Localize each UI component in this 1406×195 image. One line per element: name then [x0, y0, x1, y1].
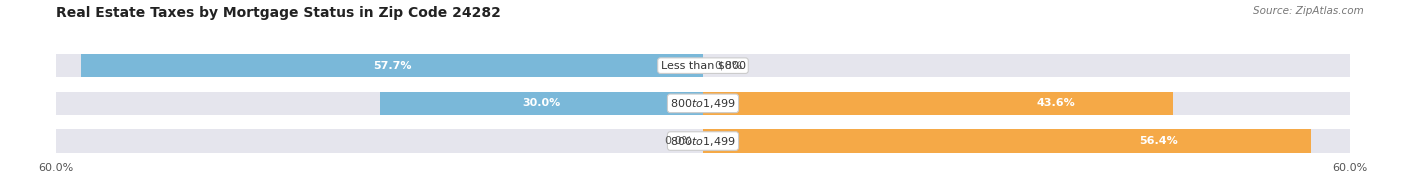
Bar [56, 129, 703, 153]
Bar [703, 129, 1350, 153]
Legend: Without Mortgage, With Mortgage: Without Mortgage, With Mortgage [578, 194, 828, 195]
Bar [703, 129, 1310, 153]
Bar [703, 92, 1350, 115]
Text: Source: ZipAtlas.com: Source: ZipAtlas.com [1253, 6, 1364, 16]
Text: $800 to $1,499: $800 to $1,499 [671, 135, 735, 148]
Text: 57.7%: 57.7% [373, 61, 412, 71]
Text: Real Estate Taxes by Mortgage Status in Zip Code 24282: Real Estate Taxes by Mortgage Status in … [56, 6, 501, 20]
Text: 0.0%: 0.0% [714, 61, 742, 71]
Bar [82, 54, 703, 77]
Text: $800 to $1,499: $800 to $1,499 [671, 97, 735, 110]
Bar [56, 54, 703, 77]
Text: 30.0%: 30.0% [522, 98, 561, 108]
Text: Less than $800: Less than $800 [661, 61, 745, 71]
Text: 0.0%: 0.0% [664, 136, 692, 146]
Bar [56, 92, 703, 115]
Bar [703, 54, 1350, 77]
Text: 56.4%: 56.4% [1140, 136, 1178, 146]
Text: 43.6%: 43.6% [1036, 98, 1074, 108]
Bar [380, 92, 703, 115]
Bar [703, 92, 1173, 115]
